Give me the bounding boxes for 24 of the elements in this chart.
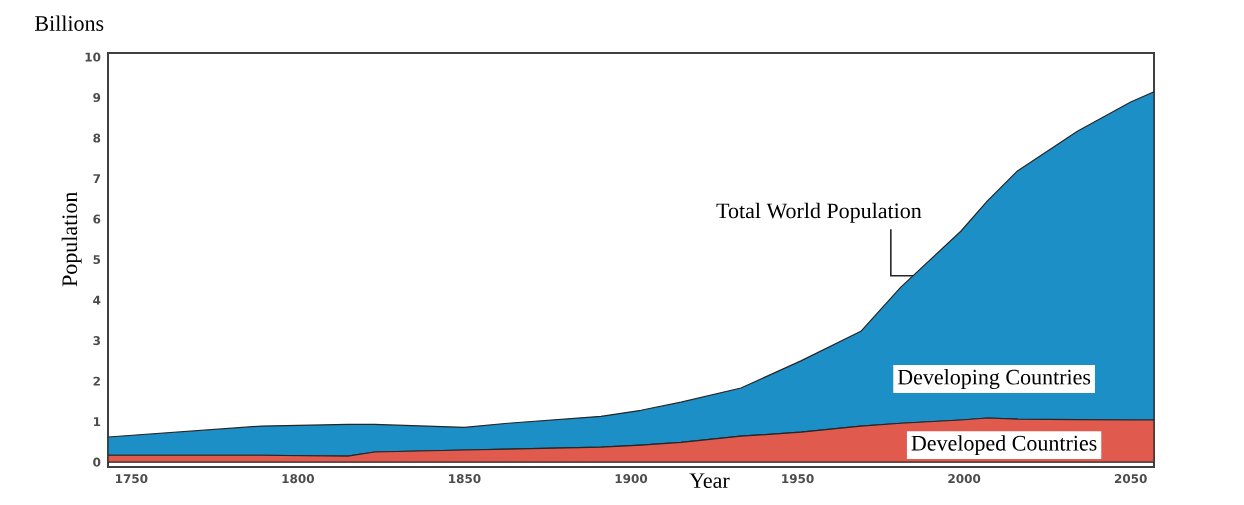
x-tick-label: 1950: [782, 474, 814, 484]
annotation: Total World Population: [716, 202, 922, 223]
text: Billions: [35, 15, 104, 31]
y-tick-label: 3: [93, 336, 100, 346]
y-tick-label: 5: [93, 255, 101, 265]
y-tick-label: 10: [85, 52, 101, 62]
x-tick-label: 1800: [282, 474, 315, 484]
x-tick-label: 2000: [948, 474, 981, 484]
y-tick-label: 8: [93, 133, 101, 143]
x-tick-label: 2050: [1114, 474, 1147, 484]
y-tick-label: 1: [93, 417, 101, 426]
y-tick-label: 0: [93, 457, 101, 467]
y-tick-label: 2: [93, 376, 100, 386]
series-label: Developed Countries: [911, 435, 1097, 456]
x-tick-label: 1850: [449, 474, 481, 484]
x-tick-label: 1900: [615, 474, 648, 484]
y-tick-label: 7: [93, 174, 100, 183]
y-axis-title: Population: [61, 191, 82, 287]
y-tick-label: 6: [93, 214, 101, 224]
x-axis-title: Year: [689, 473, 730, 489]
y-tick-label: 9: [93, 93, 101, 103]
x-tick-label: 1750: [115, 474, 148, 484]
y-tick-label: 4: [93, 295, 101, 305]
series-label: Developing Countries: [897, 369, 1091, 390]
